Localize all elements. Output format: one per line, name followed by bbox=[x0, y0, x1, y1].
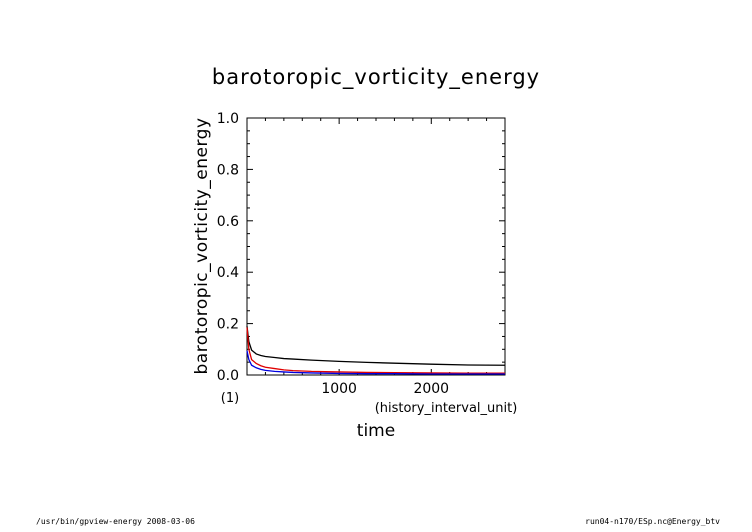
series-line-1 bbox=[246, 326, 506, 366]
y-tick-label: 0.4 bbox=[217, 265, 239, 281]
series-line-2 bbox=[246, 327, 505, 374]
x-axis-unit: (history_interval_unit) bbox=[375, 401, 518, 416]
y-tick-label: 0.0 bbox=[217, 368, 239, 384]
axis-ticks: 0.0 0.2 0.4 0.6 0.8 1.0 1000 2000 bbox=[217, 111, 506, 397]
x-tick-label: 2000 bbox=[413, 381, 449, 397]
plot-frame bbox=[246, 117, 506, 376]
footer-left: /usr/bin/gpview-energy 2008-03-06 bbox=[36, 517, 195, 526]
y-tick-label: 0.6 bbox=[217, 214, 239, 230]
chart-title: barotoropic_vorticity_energy bbox=[212, 65, 540, 90]
series-lines bbox=[246, 326, 506, 375]
y-tick-label: 1.0 bbox=[217, 111, 239, 127]
y-axis-label: barotoropic_vorticity_energy bbox=[192, 117, 212, 374]
y-axis-unit: (1) bbox=[221, 391, 239, 406]
y-tick-label: 0.2 bbox=[217, 317, 239, 333]
series-line-3 bbox=[246, 350, 505, 375]
y-tick-label: 0.8 bbox=[217, 162, 239, 178]
footer-right: run04-n170/ESp.nc@Energy_btv bbox=[585, 517, 720, 526]
x-tick-label: 1000 bbox=[321, 381, 357, 397]
x-axis-label: time bbox=[357, 421, 395, 441]
